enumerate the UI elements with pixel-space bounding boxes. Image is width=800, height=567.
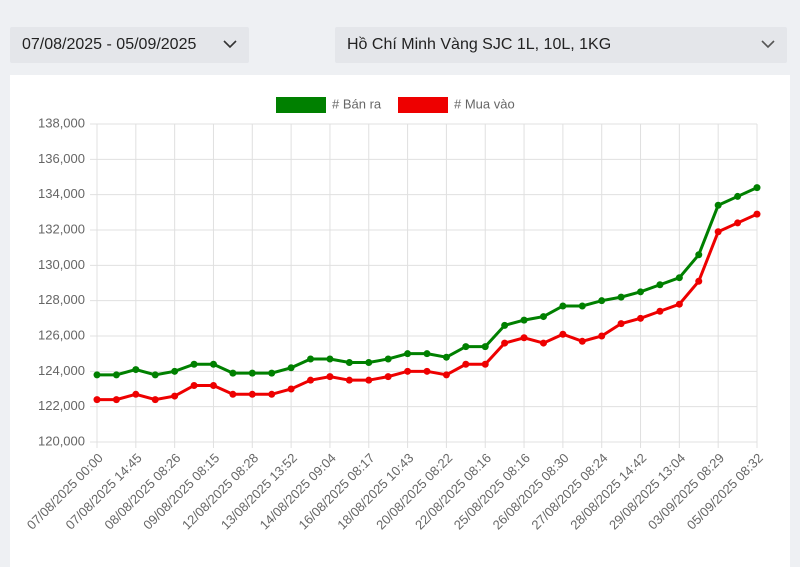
point [423, 367, 431, 375]
point [404, 350, 412, 358]
chart-panel: 120,000 122,000 124,000 126,000 128,000 130,0… [10, 75, 790, 567]
point [714, 228, 722, 236]
point [132, 390, 140, 398]
point [675, 300, 683, 308]
point [753, 184, 761, 192]
point [229, 369, 237, 377]
y-tick-label: 120,000 [38, 433, 85, 448]
point [481, 343, 489, 351]
date-range-dropdown[interactable]: 07/08/2025 - 05/09/2025 [10, 27, 249, 63]
point [326, 355, 334, 363]
date-range-text: 07/08/2025 - 05/09/2025 [22, 36, 197, 53]
point [209, 360, 217, 368]
point [151, 371, 159, 379]
legend-swatch [398, 97, 448, 113]
point [695, 251, 703, 259]
point [326, 373, 334, 381]
point [112, 371, 120, 379]
legend-swatch [276, 97, 326, 113]
chart: 120,000 122,000 124,000 126,000 128,000 130,0… [24, 96, 766, 532]
point [307, 355, 315, 363]
point [248, 369, 256, 377]
product-dropdown[interactable]: Hồ Chí Minh Vàng SJC 1L, 10L, 1KG [335, 27, 787, 63]
point [365, 359, 373, 366]
point [520, 334, 528, 342]
point [190, 381, 198, 389]
point [637, 288, 645, 296]
point [559, 302, 567, 310]
y-tick-label: 124,000 [38, 363, 85, 378]
point [287, 385, 295, 393]
point [734, 192, 742, 200]
point [520, 316, 528, 324]
point [637, 314, 645, 322]
point [753, 210, 761, 218]
product-text: Hồ Chí Minh Vàng SJC 1L, 10L, 1KG [347, 36, 612, 53]
point [695, 277, 703, 285]
point [229, 390, 237, 398]
point [442, 371, 450, 379]
y-tick-label: 136,000 [38, 151, 85, 166]
point [481, 360, 489, 368]
point [462, 343, 470, 351]
y-tick-label: 122,000 [38, 398, 85, 413]
point [307, 376, 315, 384]
point [539, 339, 547, 347]
point [423, 350, 431, 358]
y-tick-label: 128,000 [38, 292, 85, 307]
point [268, 369, 276, 377]
point [248, 390, 256, 398]
point [598, 332, 606, 340]
point [617, 320, 625, 328]
point [442, 353, 450, 361]
point [578, 337, 586, 345]
point [539, 313, 547, 321]
point [287, 364, 295, 372]
point [93, 371, 101, 379]
point [345, 376, 353, 384]
point [132, 366, 140, 374]
point [171, 392, 179, 400]
point [559, 330, 567, 338]
point [617, 293, 625, 301]
point [501, 339, 509, 347]
point [675, 274, 683, 282]
y-tick-label: 134,000 [38, 186, 85, 201]
point [656, 281, 664, 289]
point [345, 359, 353, 366]
y-tick-label: 126,000 [38, 327, 85, 342]
chevron [761, 40, 775, 49]
point [190, 360, 198, 368]
point [171, 367, 179, 375]
point [734, 219, 742, 227]
legend-label: # Mua vào [454, 96, 515, 111]
chevron [223, 40, 237, 49]
point [209, 381, 217, 389]
point [268, 390, 276, 398]
y-tick-label: 130,000 [38, 257, 85, 272]
point [404, 367, 412, 375]
point [656, 307, 664, 315]
point [384, 355, 392, 363]
point [112, 396, 120, 404]
y-tick-label: 132,000 [38, 221, 85, 236]
point [93, 396, 101, 404]
point [462, 360, 470, 368]
point [578, 302, 586, 310]
point [365, 376, 373, 384]
y-tick-label: 138,000 [38, 115, 85, 130]
point [501, 321, 509, 329]
series-line [97, 186, 758, 377]
legend-label: # Bán ra [332, 96, 382, 111]
point [598, 297, 606, 305]
point [151, 396, 159, 404]
point [384, 373, 392, 381]
point [714, 201, 722, 209]
